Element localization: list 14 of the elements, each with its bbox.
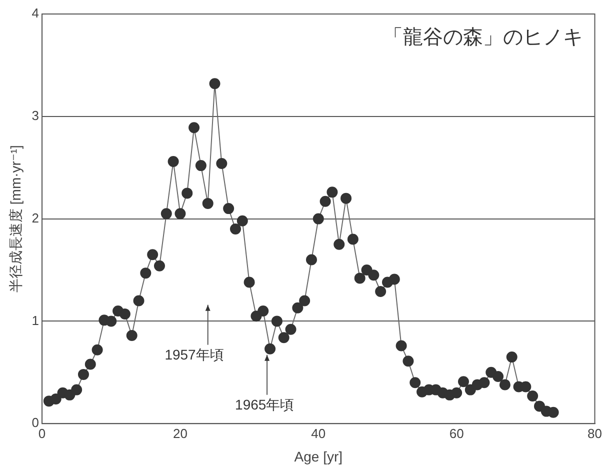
- y-tick-label: 3: [32, 108, 40, 123]
- y-tick-label: 2: [32, 210, 40, 226]
- y-axis-title: 半径成長速度 [mm·yr⁻¹]: [7, 145, 24, 292]
- x-tick-label: 60: [449, 426, 464, 441]
- x-tick-label: 80: [588, 426, 602, 441]
- y-tick-label: 0: [32, 415, 40, 430]
- text: 「龍谷の森」のヒノキ: [382, 26, 583, 49]
- y-tick-label: 1: [32, 312, 40, 328]
- y-tick-label: 4: [32, 6, 40, 21]
- x-tick-label: 40: [311, 426, 326, 441]
- x-axis-title: Age [yr]: [294, 448, 343, 464]
- annotation: 1957年頃: [164, 346, 224, 363]
- x-tick-label: 20: [172, 426, 188, 441]
- annotation: 1965年頃: [235, 396, 294, 413]
